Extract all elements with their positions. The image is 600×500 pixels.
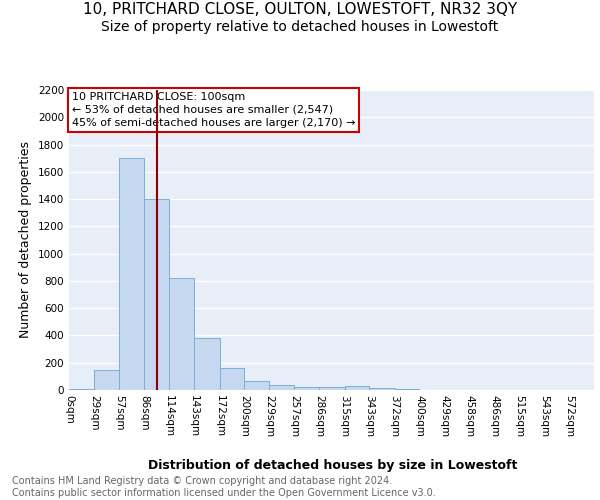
Bar — [194, 338, 220, 390]
Bar — [94, 370, 119, 390]
Bar — [244, 381, 269, 390]
Bar — [294, 386, 319, 390]
Bar — [119, 158, 144, 390]
Text: Contains HM Land Registry data © Crown copyright and database right 2024.
Contai: Contains HM Land Registry data © Crown c… — [12, 476, 436, 498]
Bar — [69, 388, 94, 390]
Bar — [369, 388, 395, 390]
Bar — [269, 384, 294, 390]
Bar — [169, 278, 194, 390]
Bar — [220, 368, 244, 390]
Y-axis label: Number of detached properties: Number of detached properties — [19, 142, 32, 338]
Text: Size of property relative to detached houses in Lowestoft: Size of property relative to detached ho… — [101, 20, 499, 34]
Bar — [319, 386, 344, 390]
Text: 10 PRITCHARD CLOSE: 100sqm
← 53% of detached houses are smaller (2,547)
45% of s: 10 PRITCHARD CLOSE: 100sqm ← 53% of deta… — [71, 92, 355, 128]
Text: Distribution of detached houses by size in Lowestoft: Distribution of detached houses by size … — [148, 460, 518, 472]
Text: 10, PRITCHARD CLOSE, OULTON, LOWESTOFT, NR32 3QY: 10, PRITCHARD CLOSE, OULTON, LOWESTOFT, … — [83, 2, 517, 18]
Bar — [344, 386, 369, 390]
Bar — [144, 199, 169, 390]
